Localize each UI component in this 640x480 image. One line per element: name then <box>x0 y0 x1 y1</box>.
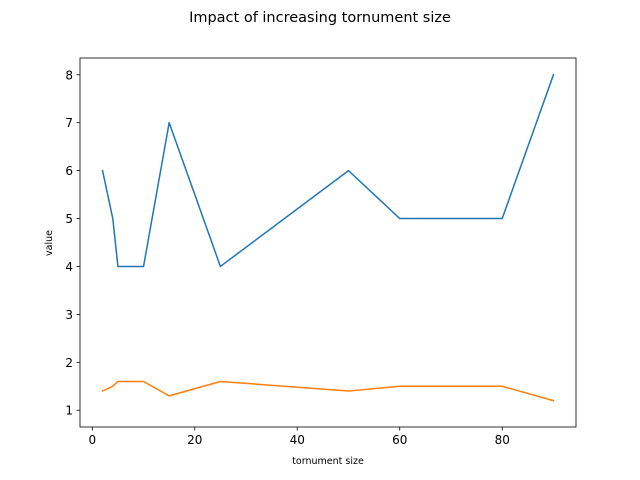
x-tick-label: 40 <box>290 433 305 447</box>
x-tick-label: 60 <box>392 433 407 447</box>
y-tick-label: 4 <box>65 260 73 274</box>
y-tick-label: 3 <box>65 308 73 322</box>
y-tick-label: 8 <box>65 68 73 82</box>
x-tick-label: 0 <box>88 433 96 447</box>
plot-frame <box>79 57 577 428</box>
y-tick-label: 1 <box>65 404 73 418</box>
series-layer <box>101 73 555 402</box>
axes-layer: 0 20 40 60 80 1 2 3 4 5 6 7 8 <box>65 57 577 447</box>
y-tick-label: 6 <box>65 164 73 178</box>
y-axis-label: value <box>44 230 55 256</box>
series-line-1 <box>101 73 555 268</box>
x-axis-label: tornument size <box>292 456 364 467</box>
x-tick-label: 80 <box>495 433 510 447</box>
chart-title: Impact of increasing tornument size <box>189 10 451 26</box>
y-tick-label: 5 <box>65 212 73 226</box>
y-tick-label: 2 <box>65 356 73 370</box>
x-tick-label: 20 <box>187 433 202 447</box>
y-tick-label: 7 <box>65 116 73 130</box>
series-line-2 <box>101 380 555 402</box>
